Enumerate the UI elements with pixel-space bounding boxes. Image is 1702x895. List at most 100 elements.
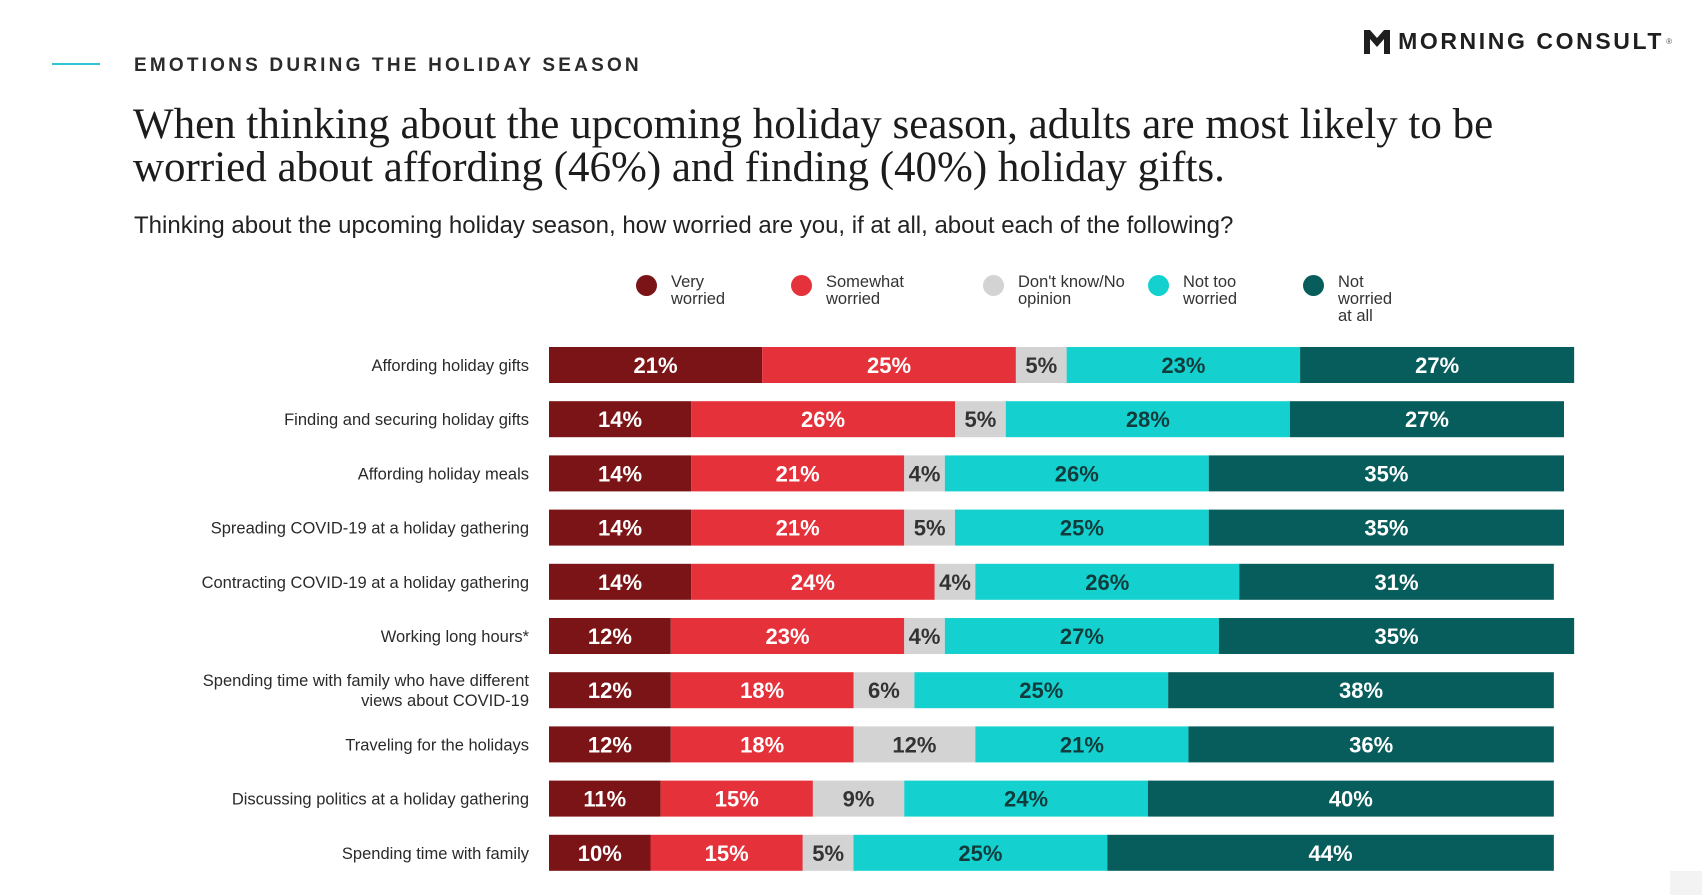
legend-label: Not worried at all	[1338, 273, 1393, 325]
legend-item-very-worried: Very worried	[636, 274, 725, 308]
legend-label: Very worried	[671, 273, 726, 308]
legend-label: Don't know/No opinion	[1018, 273, 1125, 308]
bar-segment-not-too-worried	[914, 672, 1169, 709]
category-label: Working long hours*	[381, 628, 530, 646]
bar-segment-not-worried-at-all	[1107, 834, 1554, 871]
bar-segment-very-worried	[549, 455, 692, 492]
bar-segment-somewhat-worried	[691, 509, 905, 546]
bar-segment-not-too-worried	[1066, 347, 1301, 383]
data-label: 26%	[1085, 570, 1129, 595]
legend-item-somewhat-worried: Somewhat worried	[791, 274, 904, 308]
data-label: 14%	[598, 570, 642, 595]
bar-segment-don-t-know-no-opinion	[812, 780, 905, 817]
bar-segment-not-worried-at-all	[1188, 726, 1554, 763]
data-label: 44%	[1309, 841, 1353, 866]
category-label: Finding and securing holiday gifts	[284, 411, 529, 429]
data-label: 12%	[588, 624, 632, 649]
legend-swatch	[1148, 275, 1169, 296]
data-label: 26%	[1055, 461, 1099, 486]
bar-segment-not-too-worried	[975, 726, 1189, 763]
data-label: 21%	[776, 516, 820, 541]
brand-registered-mark: ®	[1666, 37, 1672, 46]
bar-segment-not-too-worried	[955, 509, 1209, 546]
bar-segment-not-too-worried	[975, 563, 1240, 600]
bar-segment-don-t-know-no-opinion	[853, 672, 915, 709]
bar-segment-don-t-know-no-opinion	[802, 834, 854, 871]
brand-logo: MORNING CONSULT ®	[1364, 28, 1672, 55]
bar-segment-not-too-worried	[853, 834, 1108, 871]
data-label: 26%	[801, 407, 845, 432]
bar-segment-don-t-know-no-opinion	[955, 401, 1006, 438]
data-label: 18%	[740, 732, 784, 757]
data-label: 25%	[867, 353, 911, 378]
data-label: 5%	[1025, 353, 1057, 378]
bar-segment-not-too-worried	[904, 780, 1148, 817]
legend-swatch	[983, 275, 1004, 296]
data-label: 27%	[1060, 624, 1104, 649]
bar-segment-somewhat-worried	[670, 726, 854, 763]
data-label: 35%	[1364, 516, 1408, 541]
data-label: 31%	[1375, 570, 1419, 595]
data-label: 23%	[765, 624, 809, 649]
legend-item-don-t-know-no-opinion: Don't know/No opinion	[983, 274, 1138, 308]
bar-segment-don-t-know-no-opinion	[934, 563, 976, 600]
data-label: 15%	[715, 787, 759, 812]
category-label: Spending time with family who have diffe…	[203, 672, 530, 710]
category-label: Discussing politics at a holiday gatheri…	[232, 791, 529, 809]
data-label: 4%	[909, 461, 941, 486]
data-label: 12%	[588, 732, 632, 757]
bar-segment-somewhat-worried	[691, 455, 905, 492]
bar-segment-somewhat-worried	[670, 618, 905, 654]
data-label: 23%	[1161, 353, 1205, 378]
data-label: 11%	[583, 787, 626, 812]
bar-segment-somewhat-worried	[691, 401, 955, 438]
headline: When thinking about the upcoming holiday…	[133, 101, 1494, 191]
data-label: 24%	[791, 570, 835, 595]
legend-swatch	[791, 275, 812, 296]
data-label: 27%	[1405, 407, 1449, 432]
bar-segment-not-worried-at-all	[1289, 401, 1564, 438]
bar-segment-very-worried	[549, 834, 651, 871]
chart-subtitle: Thinking about the upcoming holiday seas…	[134, 212, 1234, 239]
bar-segment-very-worried	[549, 726, 671, 763]
data-label: 38%	[1339, 678, 1383, 703]
data-label: 14%	[598, 461, 642, 486]
bar-segment-don-t-know-no-opinion	[853, 726, 976, 763]
accent-rule	[52, 63, 100, 65]
data-label: 14%	[598, 407, 642, 432]
bar-segment-not-worried-at-all	[1208, 509, 1564, 546]
data-label: 15%	[705, 841, 749, 866]
bar-segment-very-worried	[549, 672, 671, 709]
bar-segment-somewhat-worried	[762, 347, 1016, 383]
bar-segment-not-worried-at-all	[1218, 618, 1575, 654]
data-label: 5%	[914, 516, 946, 541]
category-label: Traveling for the holidays	[345, 736, 529, 754]
data-label: 12%	[892, 732, 936, 757]
data-label: 14%	[598, 516, 642, 541]
data-label: 21%	[776, 461, 820, 486]
data-label: 21%	[1060, 732, 1104, 757]
data-label: 4%	[939, 570, 971, 595]
data-label: 6%	[868, 678, 900, 703]
category-label: Spreading COVID-19 at a holiday gatherin…	[211, 520, 529, 538]
category-label: Affording holiday meals	[358, 465, 529, 483]
bar-segment-not-worried-at-all	[1239, 563, 1554, 600]
data-label: 5%	[812, 841, 844, 866]
data-label: 35%	[1375, 624, 1419, 649]
category-label: Contracting COVID-19 at a holiday gather…	[202, 574, 529, 592]
legend-label: Not too worried	[1183, 273, 1238, 308]
bar-segment-not-too-worried	[944, 455, 1209, 492]
corner-box	[1670, 871, 1702, 895]
legend-item-not-too-worried: Not too worried	[1148, 274, 1237, 308]
section-label: EMOTIONS DURING THE HOLIDAY SEASON	[134, 55, 642, 76]
bar-segment-don-t-know-no-opinion	[1015, 347, 1067, 383]
legend-item-not-worried-at-all: Not worried at all	[1303, 274, 1392, 325]
category-label: Spending time with family	[342, 845, 530, 863]
bar-segment-somewhat-worried	[660, 780, 813, 817]
bar-segment-very-worried	[549, 347, 763, 383]
category-label: Affording holiday gifts	[372, 357, 529, 375]
bar-segment-don-t-know-no-opinion	[904, 509, 955, 546]
bar-segment-somewhat-worried	[691, 563, 935, 600]
data-label: 40%	[1329, 787, 1373, 812]
